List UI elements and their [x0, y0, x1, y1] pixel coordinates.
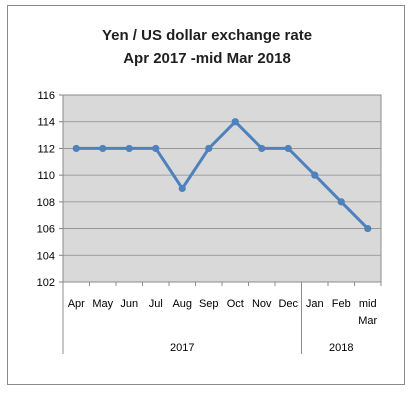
y-tick-label: 114 — [37, 117, 55, 129]
data-point-feb — [337, 198, 345, 206]
plot-area: 102 104 106 108 110 112 114 116 Apr May Jun Jul Aug S… — [37, 90, 382, 354]
x-tick-label: Nov — [252, 298, 272, 310]
x-tick-label: May — [92, 298, 113, 310]
y-tick-label: 116 — [37, 90, 55, 102]
data-point-jan — [311, 171, 319, 179]
x-tick-label: mid Mar — [358, 298, 377, 327]
line-chart: Yen / US dollar exchange rate Apr 2017 -… — [37, 27, 382, 354]
x-tick-label: Apr — [68, 298, 85, 310]
data-point-mid-mar — [364, 224, 372, 233]
data-point-apr — [72, 144, 80, 153]
x-tick-label: Jul — [149, 298, 163, 310]
data-point-aug — [178, 184, 186, 193]
y-tick-label: 112 — [37, 143, 55, 155]
x-tick-label: Jun — [120, 298, 138, 310]
y-tick-label: 110 — [37, 170, 55, 182]
chart-title-line-1: Yen / US dollar exchange rate — [102, 27, 312, 44]
data-point-sep — [205, 144, 213, 153]
data-point-jun — [125, 144, 133, 153]
y-tick-label: 102 — [37, 277, 55, 289]
x-tick-label: Jan — [306, 298, 324, 310]
x-tick-label: Dec — [278, 298, 298, 310]
plot-background — [63, 95, 381, 282]
data-point-jul — [152, 144, 160, 153]
x-tick-label: Sep — [199, 298, 219, 310]
x-tick-label: Oct — [227, 298, 244, 310]
group-label: 2017 — [170, 342, 194, 354]
y-tick-label: 108 — [37, 197, 55, 209]
series-line — [76, 120, 369, 230]
data-point-dec — [284, 144, 292, 153]
x-tick-label: Aug — [172, 298, 192, 310]
data-point-may — [99, 144, 107, 153]
data-point-oct — [231, 118, 239, 126]
data-point-nov — [258, 144, 266, 153]
group-label: 2018 — [329, 342, 353, 354]
y-tick-label: 104 — [37, 250, 55, 262]
x-tick-label: Feb — [332, 298, 351, 310]
y-tick-label: 106 — [37, 224, 55, 236]
chart-frame: Yen / US dollar exchange rate Apr 2017 -… — [7, 5, 405, 385]
chart-title-line-2: Apr 2017 -mid Mar 2018 — [123, 50, 291, 67]
